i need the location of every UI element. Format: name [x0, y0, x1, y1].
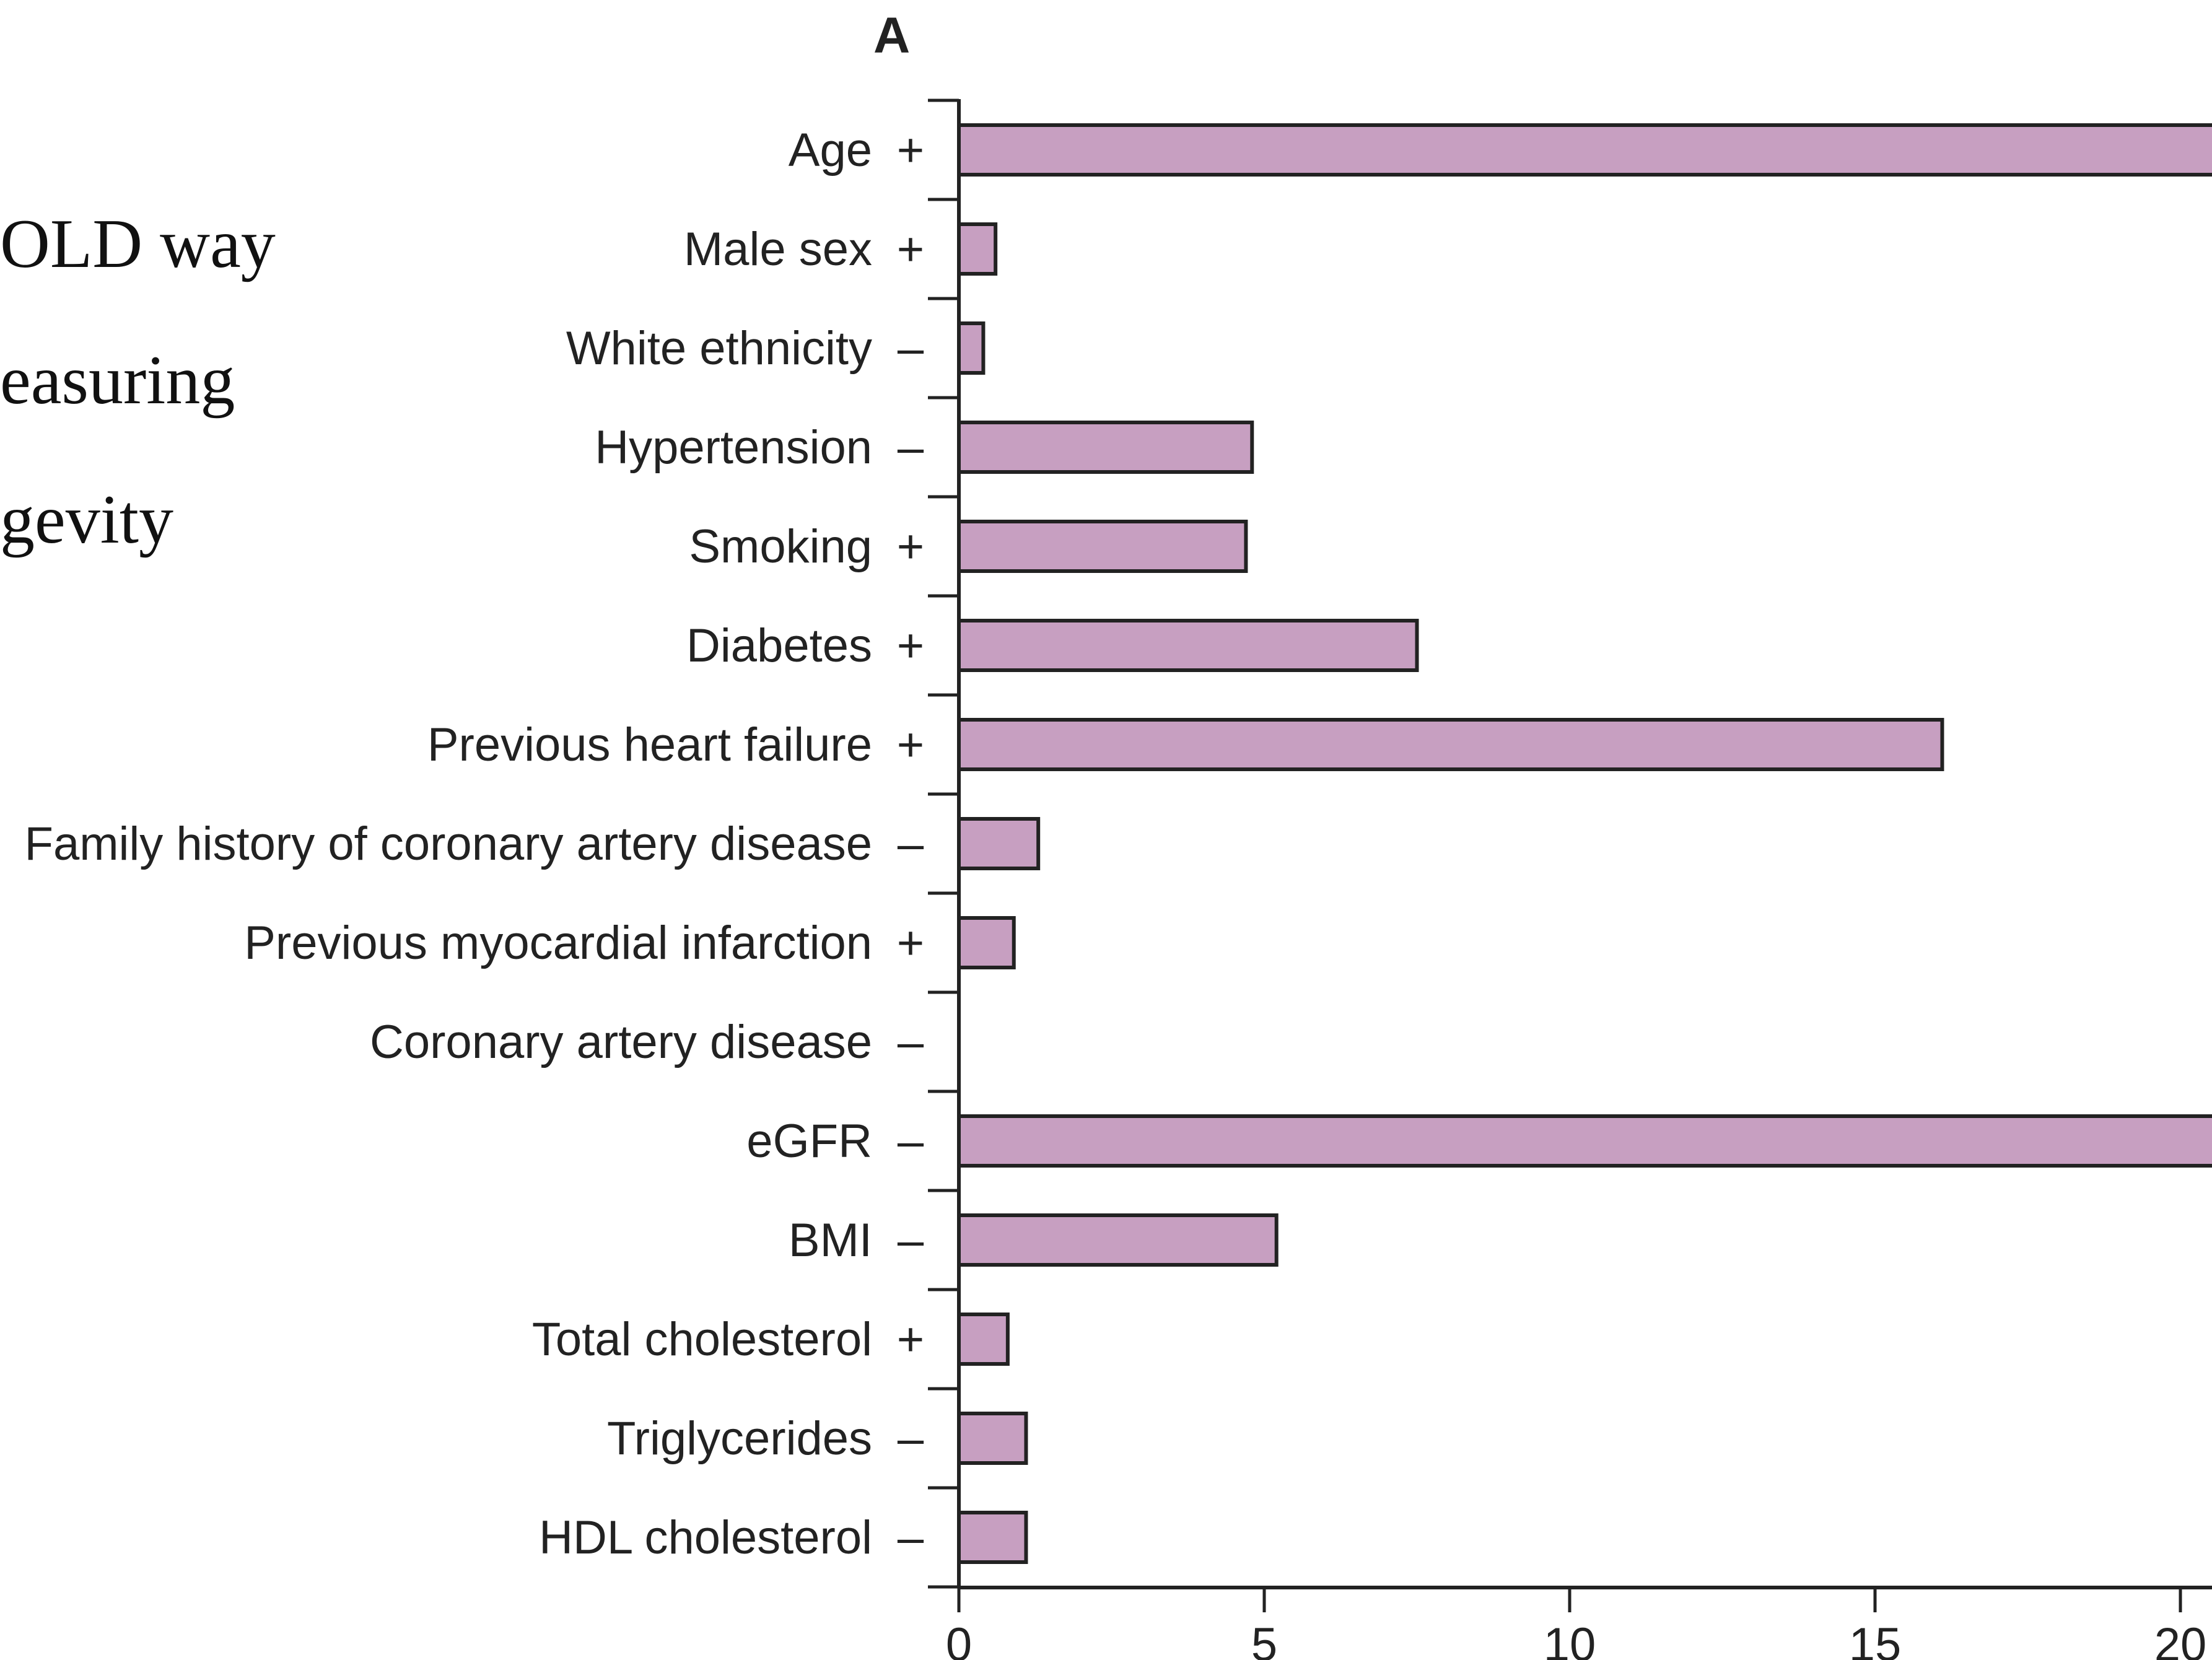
bar	[957, 1313, 1010, 1366]
bar	[957, 1213, 1279, 1267]
bar	[957, 817, 1041, 870]
x-tick-label: 5	[1251, 1618, 1277, 1660]
category-label: Coronary artery disease	[370, 1016, 872, 1068]
bar	[957, 1412, 1028, 1465]
category-sign: +	[897, 223, 924, 276]
bar	[957, 1114, 2212, 1168]
category-label: Triglycerides	[607, 1412, 872, 1465]
category-sign: –	[898, 1214, 924, 1267]
category-label: Previous heart failure	[427, 719, 872, 771]
bar	[957, 619, 1419, 672]
x-tick-label: 20	[2154, 1618, 2207, 1660]
bar	[957, 1511, 1028, 1564]
category-sign: –	[898, 421, 924, 474]
category-label: BMI	[789, 1214, 872, 1267]
bar	[957, 520, 1248, 573]
category-sign: +	[897, 1313, 924, 1366]
panel-letter: A	[873, 7, 910, 64]
slide-text-line-2: easuring	[0, 342, 235, 419]
bar	[957, 718, 1944, 771]
chart-plot-area: +Age+Male sex–White ethnicity–Hypertensi…	[25, 98, 2212, 1660]
x-tick-label: 10	[1544, 1618, 1596, 1660]
category-label: HDL cholesterol	[539, 1511, 872, 1564]
category-label: Male sex	[684, 223, 872, 276]
category-label: Diabetes	[686, 619, 872, 672]
category-sign: –	[898, 818, 924, 870]
category-sign: +	[897, 619, 924, 672]
category-label: Hypertension	[595, 421, 872, 474]
category-label: White ethnicity	[566, 322, 872, 375]
category-sign: –	[898, 1511, 924, 1564]
slide-text-line-3: gevity	[0, 481, 173, 558]
category-label: eGFR	[746, 1115, 872, 1168]
x-tick-label: 0	[946, 1618, 972, 1660]
category-label: Previous myocardial infarction	[244, 917, 872, 969]
category-sign: +	[897, 719, 924, 771]
category-label: Total cholesterol	[532, 1313, 872, 1366]
category-label: Family history of coronary artery diseas…	[25, 818, 872, 870]
category-label: Age	[789, 124, 872, 177]
category-sign: –	[898, 1412, 924, 1465]
bar	[957, 421, 1254, 474]
category-sign: –	[898, 1016, 924, 1068]
bar	[957, 916, 1016, 969]
slide-text-line-1: OLD way	[0, 206, 276, 282]
category-sign: +	[897, 124, 924, 177]
x-tick-label: 15	[1849, 1618, 1902, 1660]
bar	[957, 321, 986, 375]
bar	[957, 123, 2212, 177]
category-sign: +	[897, 917, 924, 969]
category-sign: –	[898, 1115, 924, 1168]
category-sign: –	[898, 322, 924, 375]
bar	[957, 222, 998, 276]
category-label: Smoking	[689, 520, 872, 573]
category-sign: +	[897, 520, 924, 573]
